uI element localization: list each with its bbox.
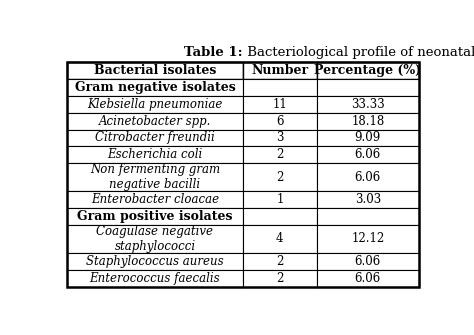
Bar [67, 253, 243, 270]
Text: 18.18: 18.18 [351, 115, 384, 128]
Text: Acinetobacter spp.: Acinetobacter spp. [99, 115, 211, 128]
Text: 9.09: 9.09 [355, 132, 381, 144]
Bar [317, 146, 419, 163]
Bar [243, 208, 317, 225]
Bar [243, 163, 317, 191]
Text: Gram negative isolates: Gram negative isolates [74, 81, 235, 94]
Text: 6.06: 6.06 [355, 272, 381, 285]
Text: Enterobacter cloacae: Enterobacter cloacae [91, 193, 219, 206]
Bar [317, 270, 419, 287]
Text: Escherichia coli: Escherichia coli [107, 148, 202, 161]
Text: Bacteriological profile of neonatal sepsis: Bacteriological profile of neonatal seps… [243, 46, 474, 59]
Bar [67, 208, 243, 225]
Bar [243, 270, 317, 287]
Text: Klebsiella pneumoniae: Klebsiella pneumoniae [87, 97, 223, 111]
Text: 3.03: 3.03 [355, 193, 381, 206]
Bar [67, 225, 243, 253]
Bar [317, 62, 419, 79]
Bar [67, 130, 243, 146]
Text: 6.06: 6.06 [355, 255, 381, 268]
Bar [243, 95, 317, 113]
Bar [67, 113, 243, 130]
Text: 33.33: 33.33 [351, 97, 385, 111]
Text: 6: 6 [276, 115, 283, 128]
Bar [317, 208, 419, 225]
Bar [317, 113, 419, 130]
Text: 2: 2 [276, 272, 283, 285]
Text: 11: 11 [273, 97, 287, 111]
Text: Percentage (%): Percentage (%) [314, 64, 421, 77]
Bar [317, 191, 419, 208]
Text: 1: 1 [276, 193, 283, 206]
Bar [67, 62, 243, 79]
Bar [317, 253, 419, 270]
Text: Non fermenting gram
negative bacilli: Non fermenting gram negative bacilli [90, 163, 220, 191]
Text: 6.06: 6.06 [355, 171, 381, 184]
Bar [317, 130, 419, 146]
Text: Bacterial isolates: Bacterial isolates [94, 64, 216, 77]
Bar [67, 95, 243, 113]
Text: 2: 2 [276, 148, 283, 161]
Bar [67, 79, 243, 95]
Text: Enterococcus faecalis: Enterococcus faecalis [90, 272, 220, 285]
Bar [243, 191, 317, 208]
Bar [243, 130, 317, 146]
Text: 4: 4 [276, 232, 283, 245]
Text: 12.12: 12.12 [351, 232, 384, 245]
Text: Coagulase negative
staphylococci: Coagulase negative staphylococci [97, 225, 213, 253]
Text: Gram positive isolates: Gram positive isolates [77, 210, 233, 223]
Bar [67, 191, 243, 208]
Bar [67, 146, 243, 163]
Bar [317, 163, 419, 191]
Bar [67, 62, 419, 287]
Bar [243, 146, 317, 163]
Bar [243, 113, 317, 130]
Text: 3: 3 [276, 132, 283, 144]
Text: 6.06: 6.06 [355, 148, 381, 161]
Bar [317, 79, 419, 95]
Text: Citrobacter freundii: Citrobacter freundii [95, 132, 215, 144]
Text: Number: Number [251, 64, 309, 77]
Bar [317, 95, 419, 113]
Bar [317, 225, 419, 253]
Bar [67, 270, 243, 287]
Bar [243, 62, 317, 79]
Bar [243, 79, 317, 95]
Text: 2: 2 [276, 255, 283, 268]
Bar [67, 163, 243, 191]
Text: Table 1:: Table 1: [184, 46, 243, 59]
Text: Staphylococcus aureus: Staphylococcus aureus [86, 255, 224, 268]
Bar [243, 225, 317, 253]
Text: 2: 2 [276, 171, 283, 184]
Bar [243, 253, 317, 270]
